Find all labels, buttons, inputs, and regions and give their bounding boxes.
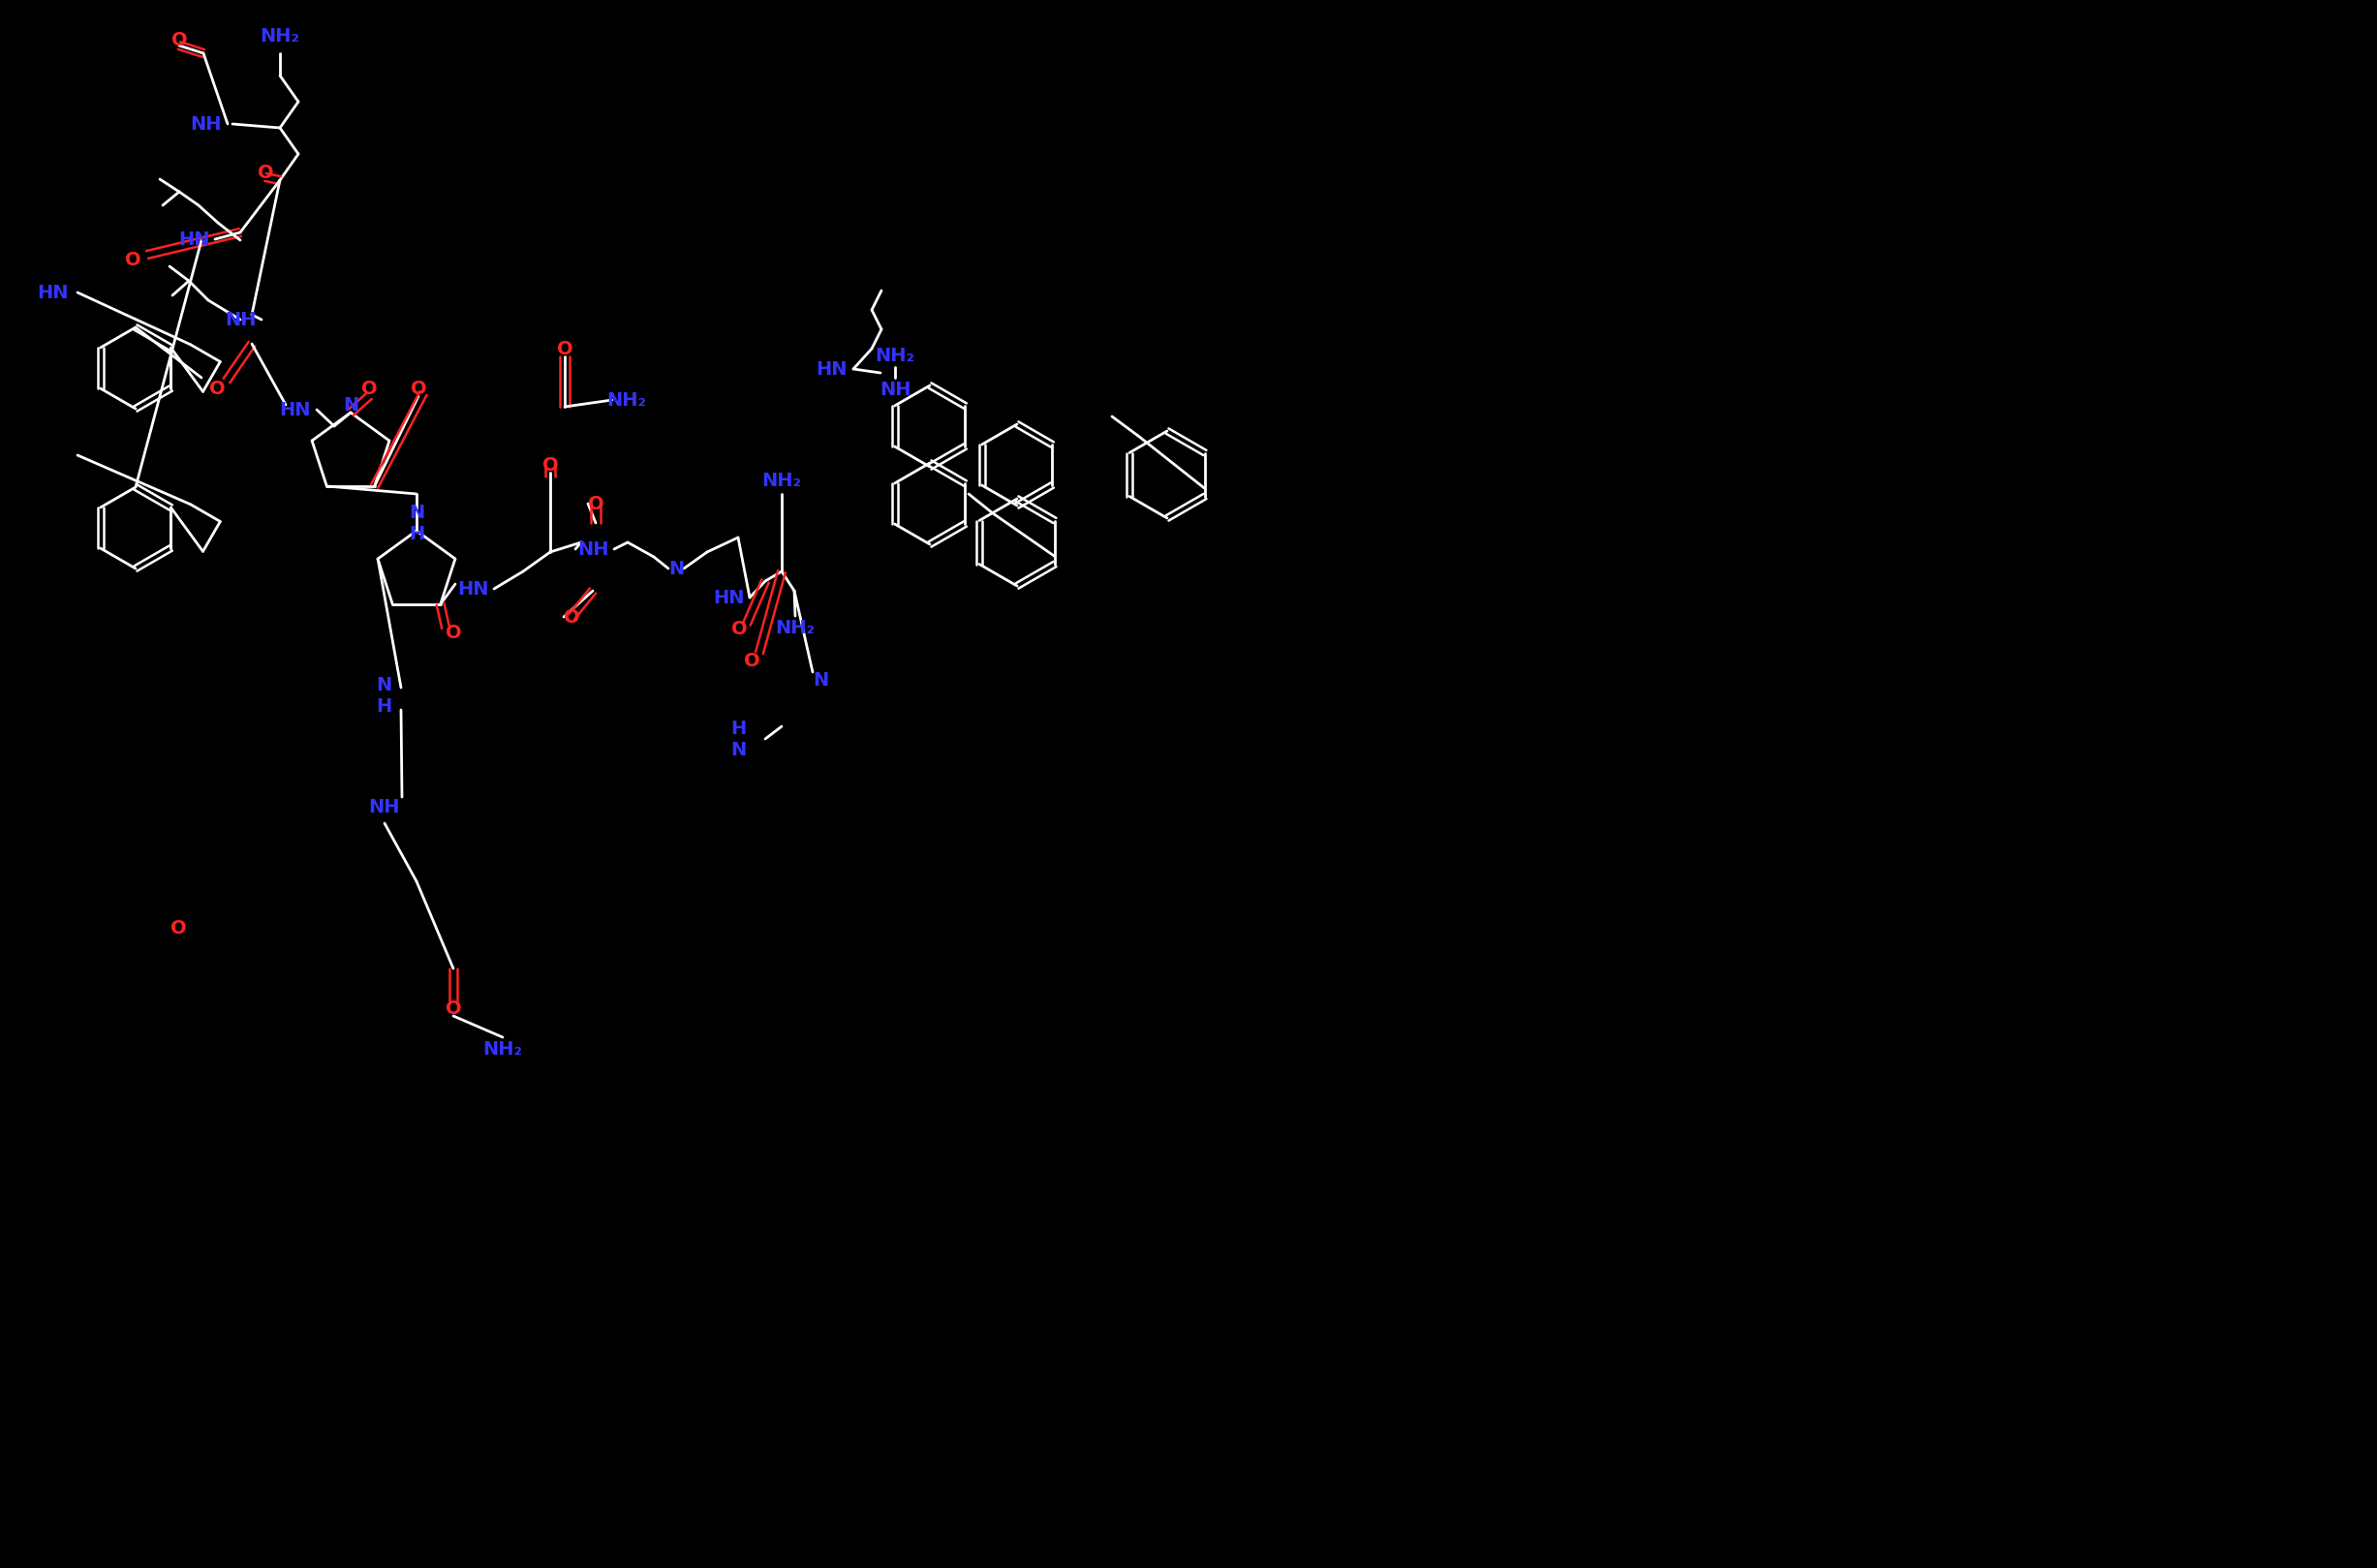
Text: O: O — [257, 163, 273, 182]
Text: N: N — [813, 671, 827, 688]
Text: NH₂: NH₂ — [259, 27, 300, 45]
Text: NH₂: NH₂ — [775, 618, 815, 637]
Text: NH: NH — [879, 379, 910, 398]
Text: O: O — [563, 608, 580, 626]
Text: O: O — [587, 494, 604, 513]
Text: N
H: N H — [376, 676, 392, 715]
Text: O: O — [171, 30, 188, 49]
Text: NH₂: NH₂ — [761, 470, 801, 489]
Text: HN: HN — [713, 588, 744, 607]
Text: O: O — [444, 999, 461, 1018]
Text: O: O — [361, 379, 378, 398]
Text: H
N: H N — [730, 720, 746, 759]
Text: O: O — [124, 251, 140, 268]
Text: NH₂: NH₂ — [875, 347, 915, 365]
Text: HN: HN — [38, 284, 69, 301]
Text: O: O — [171, 919, 185, 938]
Text: NH₂: NH₂ — [483, 1040, 523, 1058]
Text: NH: NH — [578, 539, 609, 558]
Text: O: O — [744, 651, 761, 670]
Text: O: O — [542, 456, 559, 474]
Text: O: O — [209, 379, 226, 398]
Text: HN: HN — [178, 230, 209, 248]
Text: HN: HN — [456, 580, 487, 597]
Text: NH: NH — [190, 114, 221, 133]
Text: NH: NH — [368, 798, 399, 815]
Text: O: O — [556, 339, 573, 358]
Text: N
H: N H — [409, 503, 425, 543]
Text: O: O — [732, 619, 746, 638]
Text: O: O — [411, 379, 425, 398]
Text: NH₂: NH₂ — [606, 390, 647, 409]
Text: HN: HN — [280, 400, 311, 419]
Text: N: N — [668, 560, 685, 577]
Text: O: O — [444, 622, 461, 641]
Text: NH: NH — [223, 310, 257, 329]
Text: N: N — [342, 395, 359, 414]
Text: HN: HN — [815, 359, 849, 378]
